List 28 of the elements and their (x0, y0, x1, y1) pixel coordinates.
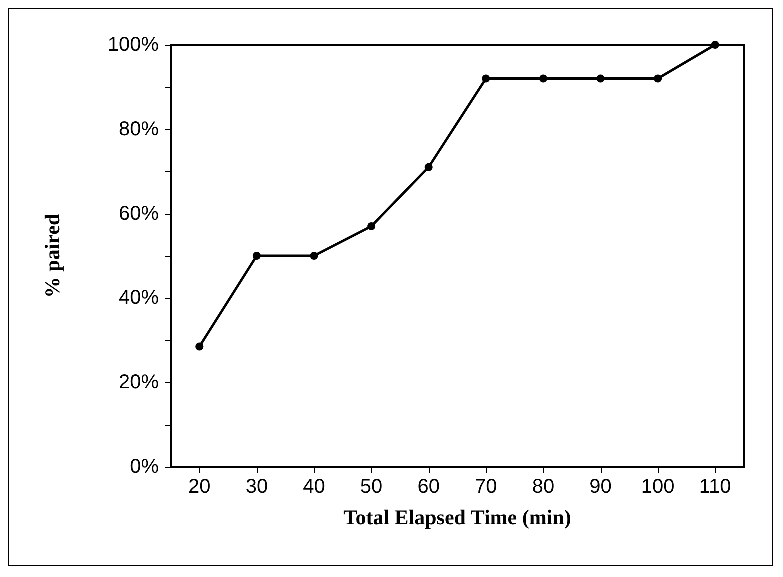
y-tick-label: 20% (118, 372, 160, 394)
point (368, 222, 376, 230)
point (252, 252, 261, 260)
point (196, 342, 204, 351)
x-tick-label: 30 (246, 476, 268, 498)
x-tick-label: 110 (699, 476, 732, 498)
point (654, 74, 662, 83)
y-tick-label: 40% (118, 287, 160, 310)
point (596, 74, 605, 83)
x-tick-label: 90 (590, 476, 612, 498)
x-tick-label: 100 (641, 476, 675, 498)
y-tick-label: 80% (118, 118, 160, 140)
y-tick-label: 60% (118, 202, 160, 225)
x-axis-title: Total Elapsed Time (min) (344, 506, 572, 530)
x-tick-label: 80 (532, 476, 555, 498)
point (539, 74, 548, 83)
x-tick-label: 40 (303, 476, 326, 498)
x-tick-label: 60 (418, 476, 440, 498)
x-tick-label: 50 (360, 476, 383, 498)
point (482, 74, 490, 83)
x-tick-label: 70 (475, 476, 498, 498)
y-tick-label: 0% (130, 456, 160, 478)
y-axis-title: % paired (40, 214, 64, 298)
point (310, 252, 318, 260)
point (711, 41, 720, 49)
point (424, 163, 433, 172)
y-tick-label: 100% (108, 34, 160, 56)
x-tick-label: 20 (188, 476, 211, 498)
